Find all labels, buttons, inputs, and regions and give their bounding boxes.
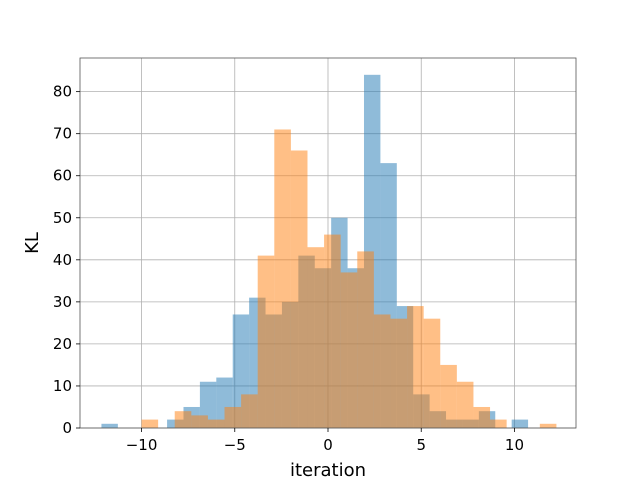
- histogram-bars: [101, 74, 557, 429]
- histogram-bar-series-2: [539, 423, 557, 428]
- histogram-bar-series-2: [440, 364, 457, 428]
- y-tick-label: 60: [53, 167, 72, 185]
- y-axis-label: KL: [22, 232, 43, 254]
- histogram-bar-series-2: [473, 406, 491, 428]
- x-axis-label: iteration: [290, 460, 366, 480]
- y-tick-label: 20: [53, 335, 72, 353]
- histogram-bar-series-2: [257, 255, 275, 428]
- histogram-bar-series-2: [324, 234, 341, 428]
- y-tick-label: 10: [53, 377, 72, 395]
- y-tick-label: 30: [53, 293, 72, 311]
- histogram-bar-series-2: [241, 394, 258, 428]
- y-tick-label: 80: [53, 83, 72, 101]
- histogram-bar-series-2: [373, 314, 391, 428]
- histogram-bar-series-2: [224, 406, 242, 428]
- x-tick-label: −5: [224, 436, 246, 454]
- x-tick-label: 10: [505, 436, 524, 454]
- histogram-bar-series-2: [357, 251, 374, 428]
- histogram-bar-series-2: [290, 150, 308, 428]
- histogram-bar-series-2: [191, 415, 208, 428]
- histogram-bar-series-2: [141, 419, 159, 428]
- histogram-bar-series-2: [390, 318, 408, 428]
- histogram-bar-series-2: [307, 247, 325, 428]
- histogram-bar-series-2: [340, 272, 358, 428]
- histogram-bar-series-2: [407, 306, 424, 428]
- x-tick-label: 0: [323, 436, 333, 454]
- axis-ticks: −10 −5 0 5 10 0 10 20 30 40 50 60 70 80: [53, 83, 524, 454]
- x-tick-label: −10: [126, 436, 158, 454]
- y-tick-label: 70: [53, 125, 72, 143]
- y-tick-label: 40: [53, 251, 72, 269]
- histogram-bar-series-2: [490, 419, 507, 428]
- histogram-bar-series-2: [456, 381, 474, 428]
- histogram-bar-series-2: [423, 318, 441, 428]
- histogram-bar-series-1: [511, 419, 529, 428]
- y-tick-label: 0: [62, 419, 72, 437]
- histogram-bar-series-2: [174, 411, 192, 428]
- histogram-bar-series-2: [207, 419, 225, 428]
- histogram-bar-series-2: [274, 129, 291, 428]
- histogram-bar-series-1: [101, 423, 118, 428]
- x-tick-label: 5: [416, 436, 426, 454]
- y-tick-label: 50: [53, 209, 72, 227]
